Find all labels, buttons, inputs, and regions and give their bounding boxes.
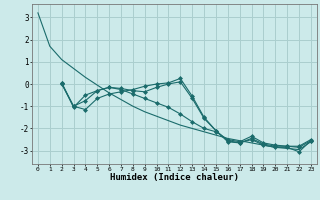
- X-axis label: Humidex (Indice chaleur): Humidex (Indice chaleur): [110, 173, 239, 182]
